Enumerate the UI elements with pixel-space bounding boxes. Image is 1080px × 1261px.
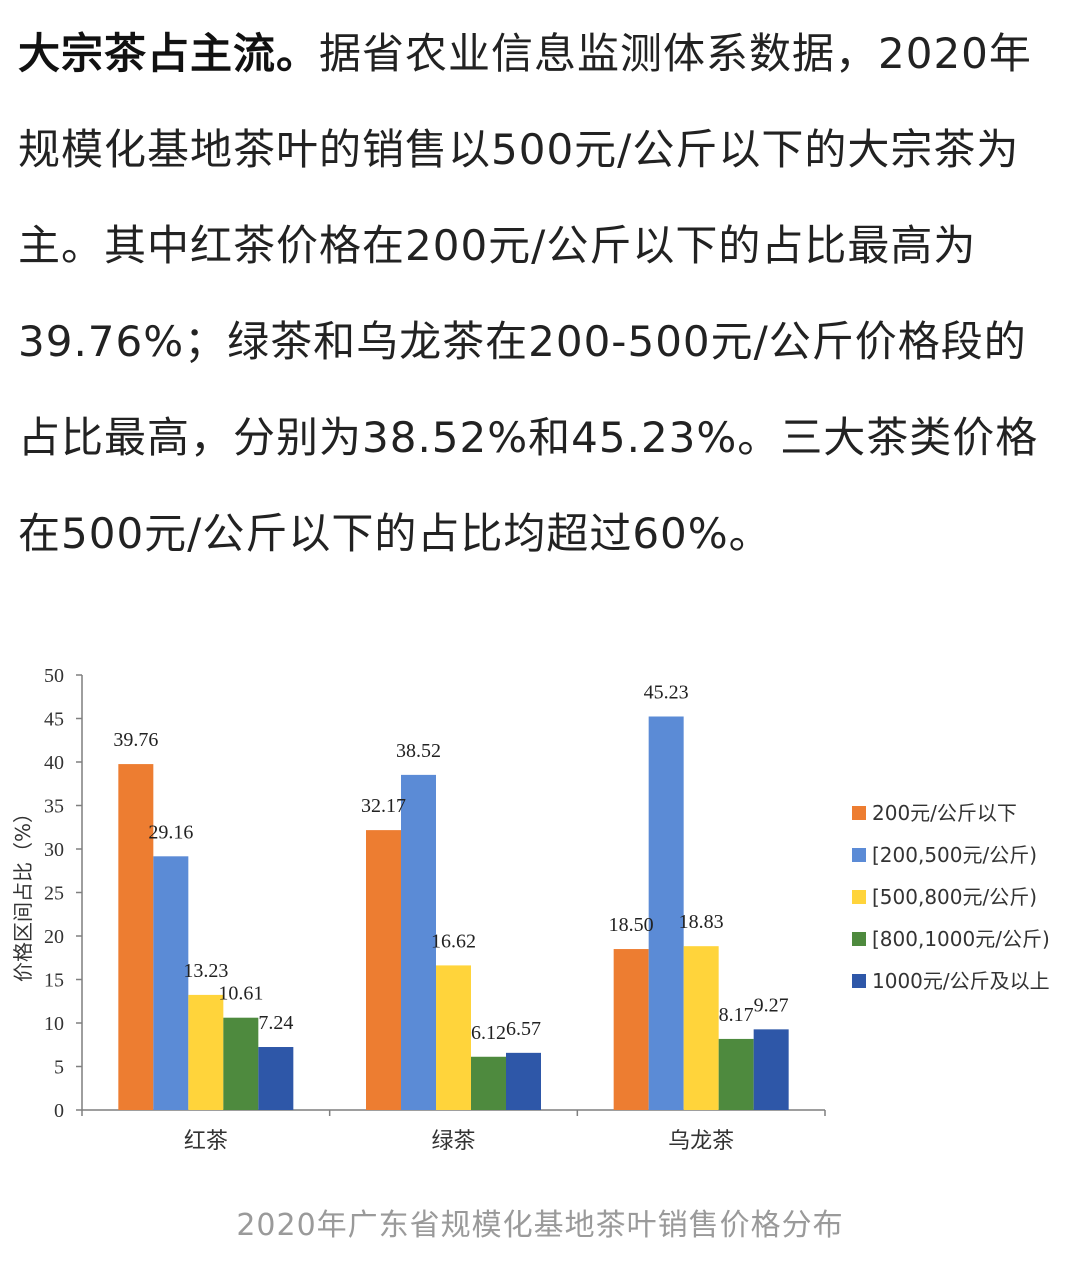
data-label: 9.27 [754, 994, 789, 1016]
data-label: 45.23 [644, 681, 689, 703]
x-tick-label: 红茶 [184, 1129, 228, 1154]
y-tick-label: 5 [54, 1057, 64, 1079]
y-tick-label: 45 [44, 709, 64, 731]
data-label: 29.16 [148, 821, 193, 843]
legend-swatch [852, 890, 866, 904]
chart-axes: 0 5 10 15 20 25 30 35 40 45 50 红茶 绿茶 乌龙茶 [44, 665, 826, 1154]
y-tick-label: 10 [44, 1013, 64, 1035]
bar [436, 965, 471, 1110]
y-tick-label: 15 [44, 970, 64, 992]
x-tick-label: 乌龙茶 [668, 1129, 734, 1154]
bar [188, 994, 224, 1110]
bar [153, 856, 189, 1110]
legend-swatch [852, 932, 866, 946]
bar [648, 716, 684, 1110]
bar [718, 1038, 754, 1110]
bar [366, 830, 401, 1110]
data-label: 6.57 [506, 1018, 541, 1040]
chart-bars [118, 716, 789, 1110]
article-lead: 大宗茶占主流。 [18, 29, 320, 78]
data-label: 39.76 [113, 729, 158, 751]
bar [471, 1056, 506, 1110]
y-tick-label: 40 [44, 752, 64, 774]
chart-container: 价格区间占比（%） 0 5 10 15 20 25 30 35 40 45 50 红茶 绿茶 乌龙茶 39… [0, 640, 1080, 1200]
article-paragraph: 大宗茶占主流。据省农业信息监测体系数据，2020年规模化基地茶叶的销售以500元… [18, 6, 1068, 582]
legend-label: [500,800元/公斤) [872, 885, 1037, 909]
y-tick-label: 35 [44, 796, 64, 818]
bar [506, 1052, 541, 1110]
legend-swatch [852, 848, 866, 862]
bar [258, 1047, 294, 1110]
y-tick-label: 30 [44, 839, 64, 861]
data-label: 16.62 [431, 930, 476, 952]
y-axis-title: 价格区间占比（%） [11, 803, 35, 982]
legend-label: 1000元/公斤及以上 [872, 969, 1050, 993]
data-label: 18.83 [679, 911, 724, 933]
x-tick-label: 绿茶 [431, 1129, 475, 1154]
y-tick-label: 20 [44, 926, 64, 948]
bar [118, 764, 154, 1110]
legend-swatch [852, 974, 866, 988]
legend-label: 200元/公斤以下 [872, 801, 1017, 825]
legend-label: [200,500元/公斤) [872, 843, 1037, 867]
legend-swatch [852, 806, 866, 820]
data-label: 8.17 [719, 1004, 754, 1026]
y-tick-label: 25 [44, 883, 64, 905]
y-tick-label: 0 [54, 1100, 64, 1122]
data-label: 13.23 [183, 960, 228, 982]
bar [223, 1017, 259, 1110]
y-axis-label: 价格区间占比（%） [11, 803, 35, 982]
data-label: 38.52 [396, 740, 441, 762]
data-label: 6.12 [471, 1022, 506, 1044]
data-label: 18.50 [609, 914, 654, 936]
bar [753, 1029, 789, 1110]
bar [683, 946, 719, 1110]
data-label: 7.24 [258, 1012, 293, 1034]
bar [401, 774, 436, 1110]
chart-caption: 2020年广东省规模化基地茶叶销售价格分布 [236, 1208, 844, 1243]
y-tick-label: 50 [44, 665, 64, 687]
bar [613, 949, 649, 1110]
data-label: 10.61 [218, 983, 263, 1005]
legend-label: [800,1000元/公斤) [872, 927, 1050, 951]
article-body: 据省农业信息监测体系数据，2020年规模化基地茶叶的销售以500元/公斤以下的大… [18, 29, 1039, 558]
bar-chart: 价格区间占比（%） 0 5 10 15 20 25 30 35 40 45 50 红茶 绿茶 乌龙茶 39… [11, 665, 1050, 1154]
chart-legend: 200元/公斤以下 [200,500元/公斤) [500,800元/公斤) [800,… [852, 801, 1050, 993]
data-label: 32.17 [361, 795, 406, 817]
